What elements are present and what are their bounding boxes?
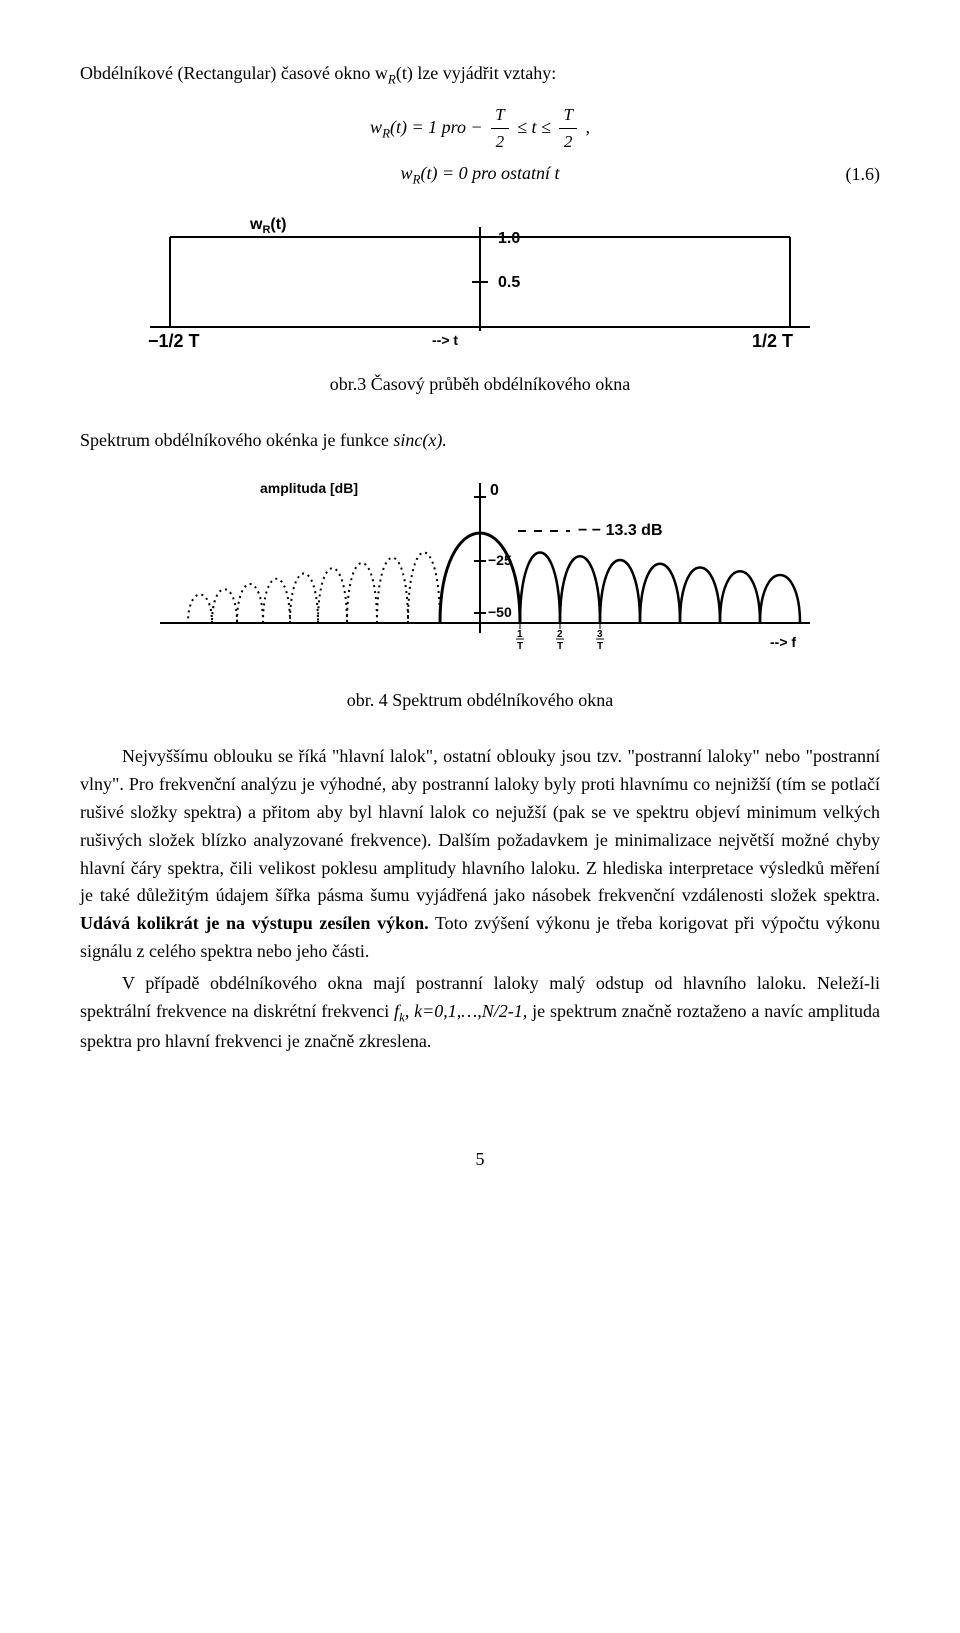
para1-text: Nejvyššímu oblouku se říká "hlavní lalok… [80, 746, 880, 905]
heading-line: Obdélníkové (Rectangular) časové okno wR… [80, 60, 880, 90]
eq2-body: (t) = 0 pro ostatní [420, 163, 554, 183]
svg-text:wR(t): wR(t) [249, 216, 286, 236]
eq1-sub: R [382, 125, 390, 140]
svg-text:T: T [557, 641, 563, 652]
eq1-frac-left: T2 [491, 102, 509, 156]
spectrum-sentence: Spektrum obdélníkového okénka je funkce … [80, 427, 880, 455]
svg-text:0.5: 0.5 [498, 274, 520, 291]
svg-text:1.0: 1.0 [498, 230, 520, 247]
paragraph-1: Nejvyššímu oblouku se říká "hlavní lalok… [80, 743, 880, 966]
svg-text:0: 0 [490, 482, 499, 499]
svg-text:amplituda [dB]: amplituda [dB] [260, 480, 358, 496]
eq2-t: t [554, 163, 559, 183]
svg-text:T: T [517, 641, 523, 652]
eq1-minus: − [470, 117, 482, 137]
equation-2: wR(t) = 0 pro ostatní t (1.6) [80, 160, 880, 190]
spectrum-sentence-ital: sinc(x). [393, 430, 446, 450]
para2-krange: , k=0,1,…,N/2-1, [405, 1001, 527, 1021]
eq1-frac-right: T2 [559, 102, 577, 156]
figure-1-caption: obr.3 Časový průběh obdélníkového okna [80, 371, 880, 399]
svg-text:--> f: --> f [770, 634, 796, 650]
equation-block: wR(t) = 1 pro − T2 ≤ t ≤ T2 , wR(t) = 0 … [80, 102, 880, 190]
svg-text:−50: −50 [488, 604, 512, 620]
svg-text:T: T [597, 641, 603, 652]
figure-rectangular-window-spectrum: amplituda [dB] 0 −25 −50 − − 13.3 dB -->… [80, 473, 880, 673]
heading-text-a: Obdélníkové (Rectangular) časové okno w [80, 63, 388, 83]
spectrum-sentence-pre: Spektrum obdélníkového okénka je funkce [80, 430, 393, 450]
heading-sub: R [388, 72, 396, 87]
svg-text:−25: −25 [488, 552, 512, 568]
figure-2-caption: obr. 4 Spektrum obdélníkového okna [80, 687, 880, 715]
svg-text:−1/2 T: −1/2 T [148, 331, 200, 351]
eq2-w: w [401, 163, 413, 183]
svg-text:3: 3 [597, 629, 603, 640]
eq1-comma: , [585, 117, 590, 137]
eq1-w: w [370, 117, 382, 137]
eq1-t: t [532, 117, 542, 137]
heading-text-b: (t) lze vyjádřit vztahy: [396, 63, 556, 83]
svg-text:− − 13.3 dB: − − 13.3 dB [578, 522, 663, 539]
eq1-le2: ≤ [541, 117, 551, 137]
equation-number: (1.6) [846, 161, 881, 189]
equation-1: wR(t) = 1 pro − T2 ≤ t ≤ T2 , [80, 102, 880, 156]
paragraph-2: V případě obdélníkového okna mají postra… [80, 970, 880, 1055]
svg-text:--> t: --> t [432, 332, 458, 348]
eq1-arg: (t) = 1 pro [390, 117, 470, 137]
figure-rectangular-window-time: wR(t) 1.0 0.5 --> t −1/2 T 1/2 T [80, 207, 880, 357]
svg-text:1: 1 [517, 629, 523, 640]
eq1-le1: ≤ [517, 117, 527, 137]
para1-bold: Udává kolikrát je na výstupu zesílen výk… [80, 913, 429, 933]
svg-text:2: 2 [557, 629, 563, 640]
svg-text:1/2 T: 1/2 T [752, 331, 793, 351]
page-number: 5 [80, 1146, 880, 1174]
